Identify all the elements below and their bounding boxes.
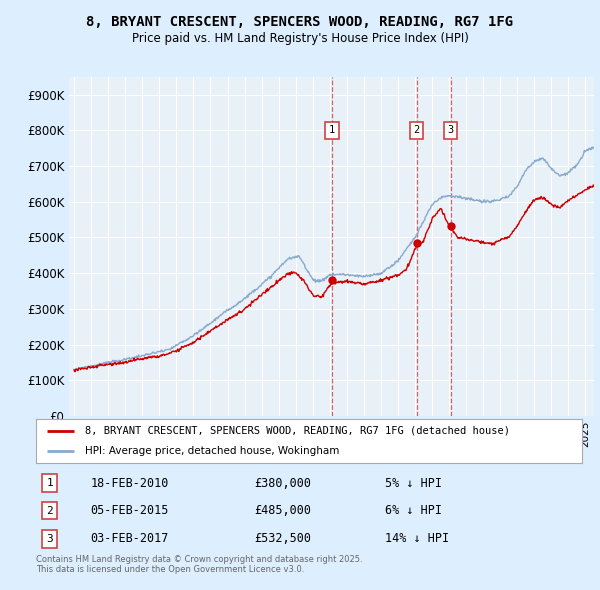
- Text: 8, BRYANT CRESCENT, SPENCERS WOOD, READING, RG7 1FG (detached house): 8, BRYANT CRESCENT, SPENCERS WOOD, READI…: [85, 426, 510, 436]
- Text: 2: 2: [46, 506, 53, 516]
- Text: 5% ↓ HPI: 5% ↓ HPI: [385, 477, 442, 490]
- Text: 3: 3: [46, 534, 53, 544]
- Text: £485,000: £485,000: [254, 504, 311, 517]
- Text: £532,500: £532,500: [254, 532, 311, 545]
- Text: 14% ↓ HPI: 14% ↓ HPI: [385, 532, 449, 545]
- Text: 1: 1: [329, 125, 335, 135]
- Text: 3: 3: [448, 125, 454, 135]
- Text: Price paid vs. HM Land Registry's House Price Index (HPI): Price paid vs. HM Land Registry's House …: [131, 32, 469, 45]
- Text: HPI: Average price, detached house, Wokingham: HPI: Average price, detached house, Woki…: [85, 446, 340, 456]
- Text: 05-FEB-2015: 05-FEB-2015: [91, 504, 169, 517]
- Text: 18-FEB-2010: 18-FEB-2010: [91, 477, 169, 490]
- Text: £380,000: £380,000: [254, 477, 311, 490]
- Text: 1: 1: [46, 478, 53, 488]
- Text: 8, BRYANT CRESCENT, SPENCERS WOOD, READING, RG7 1FG: 8, BRYANT CRESCENT, SPENCERS WOOD, READI…: [86, 15, 514, 29]
- Text: 2: 2: [413, 125, 419, 135]
- Text: 6% ↓ HPI: 6% ↓ HPI: [385, 504, 442, 517]
- Text: 03-FEB-2017: 03-FEB-2017: [91, 532, 169, 545]
- Text: Contains HM Land Registry data © Crown copyright and database right 2025.
This d: Contains HM Land Registry data © Crown c…: [36, 555, 362, 574]
